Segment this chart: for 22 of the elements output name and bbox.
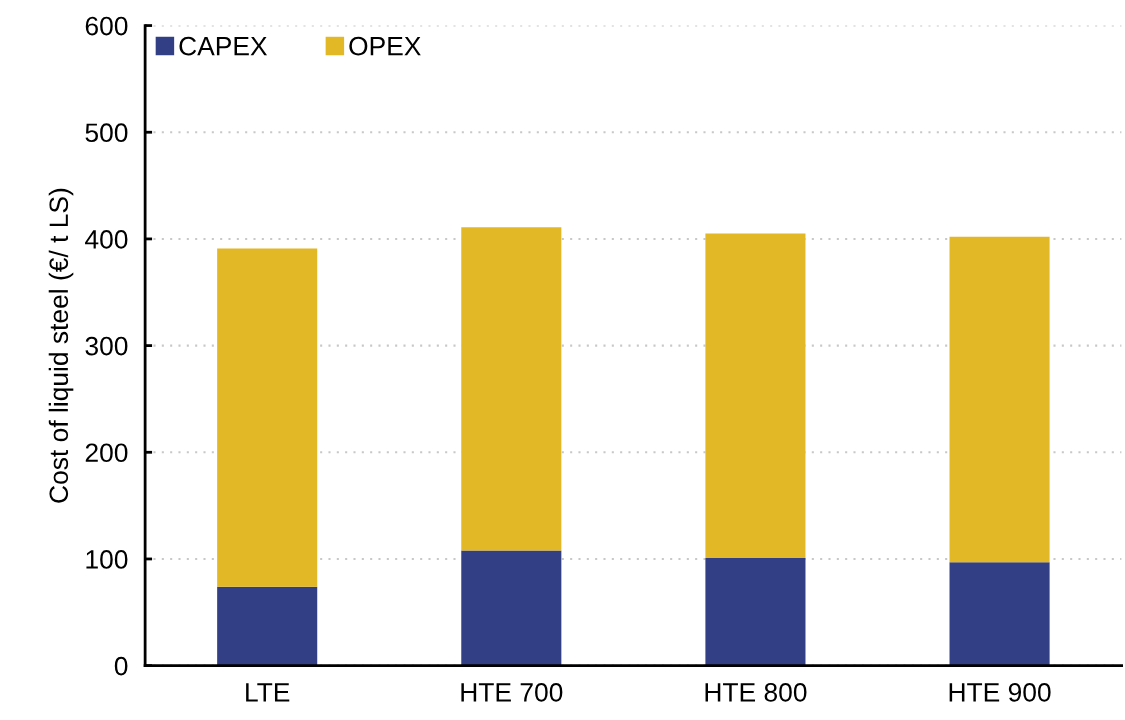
y-tick-label: 400 — [85, 230, 128, 249]
y-axis-title: Cost of liquid steel (€/ t LS) — [48, 188, 74, 503]
x-tick-label: LTE — [246, 683, 290, 702]
y-tick-label: 200 — [85, 443, 128, 463]
bar — [705, 557, 806, 666]
y-tick-label: 600 — [85, 16, 128, 36]
bar — [461, 227, 562, 551]
legend-label: CAPEX — [179, 36, 268, 56]
y-tick-label: 500 — [85, 123, 128, 143]
x-tick-label: HTE 800 — [705, 683, 807, 702]
bar — [217, 586, 318, 666]
y-tick-label: 300 — [85, 336, 128, 356]
y-tick-label: 0 — [114, 656, 128, 676]
y-tick-label: 100 — [86, 550, 128, 569]
bar — [949, 236, 1050, 563]
bar — [949, 562, 1050, 666]
legend-label: OPEX — [349, 36, 421, 56]
bar — [461, 550, 562, 666]
x-tick-label: HTE 700 — [461, 683, 563, 702]
bar — [705, 233, 806, 558]
x-tick-label: HTE 900 — [949, 683, 1051, 702]
bar — [217, 248, 318, 587]
